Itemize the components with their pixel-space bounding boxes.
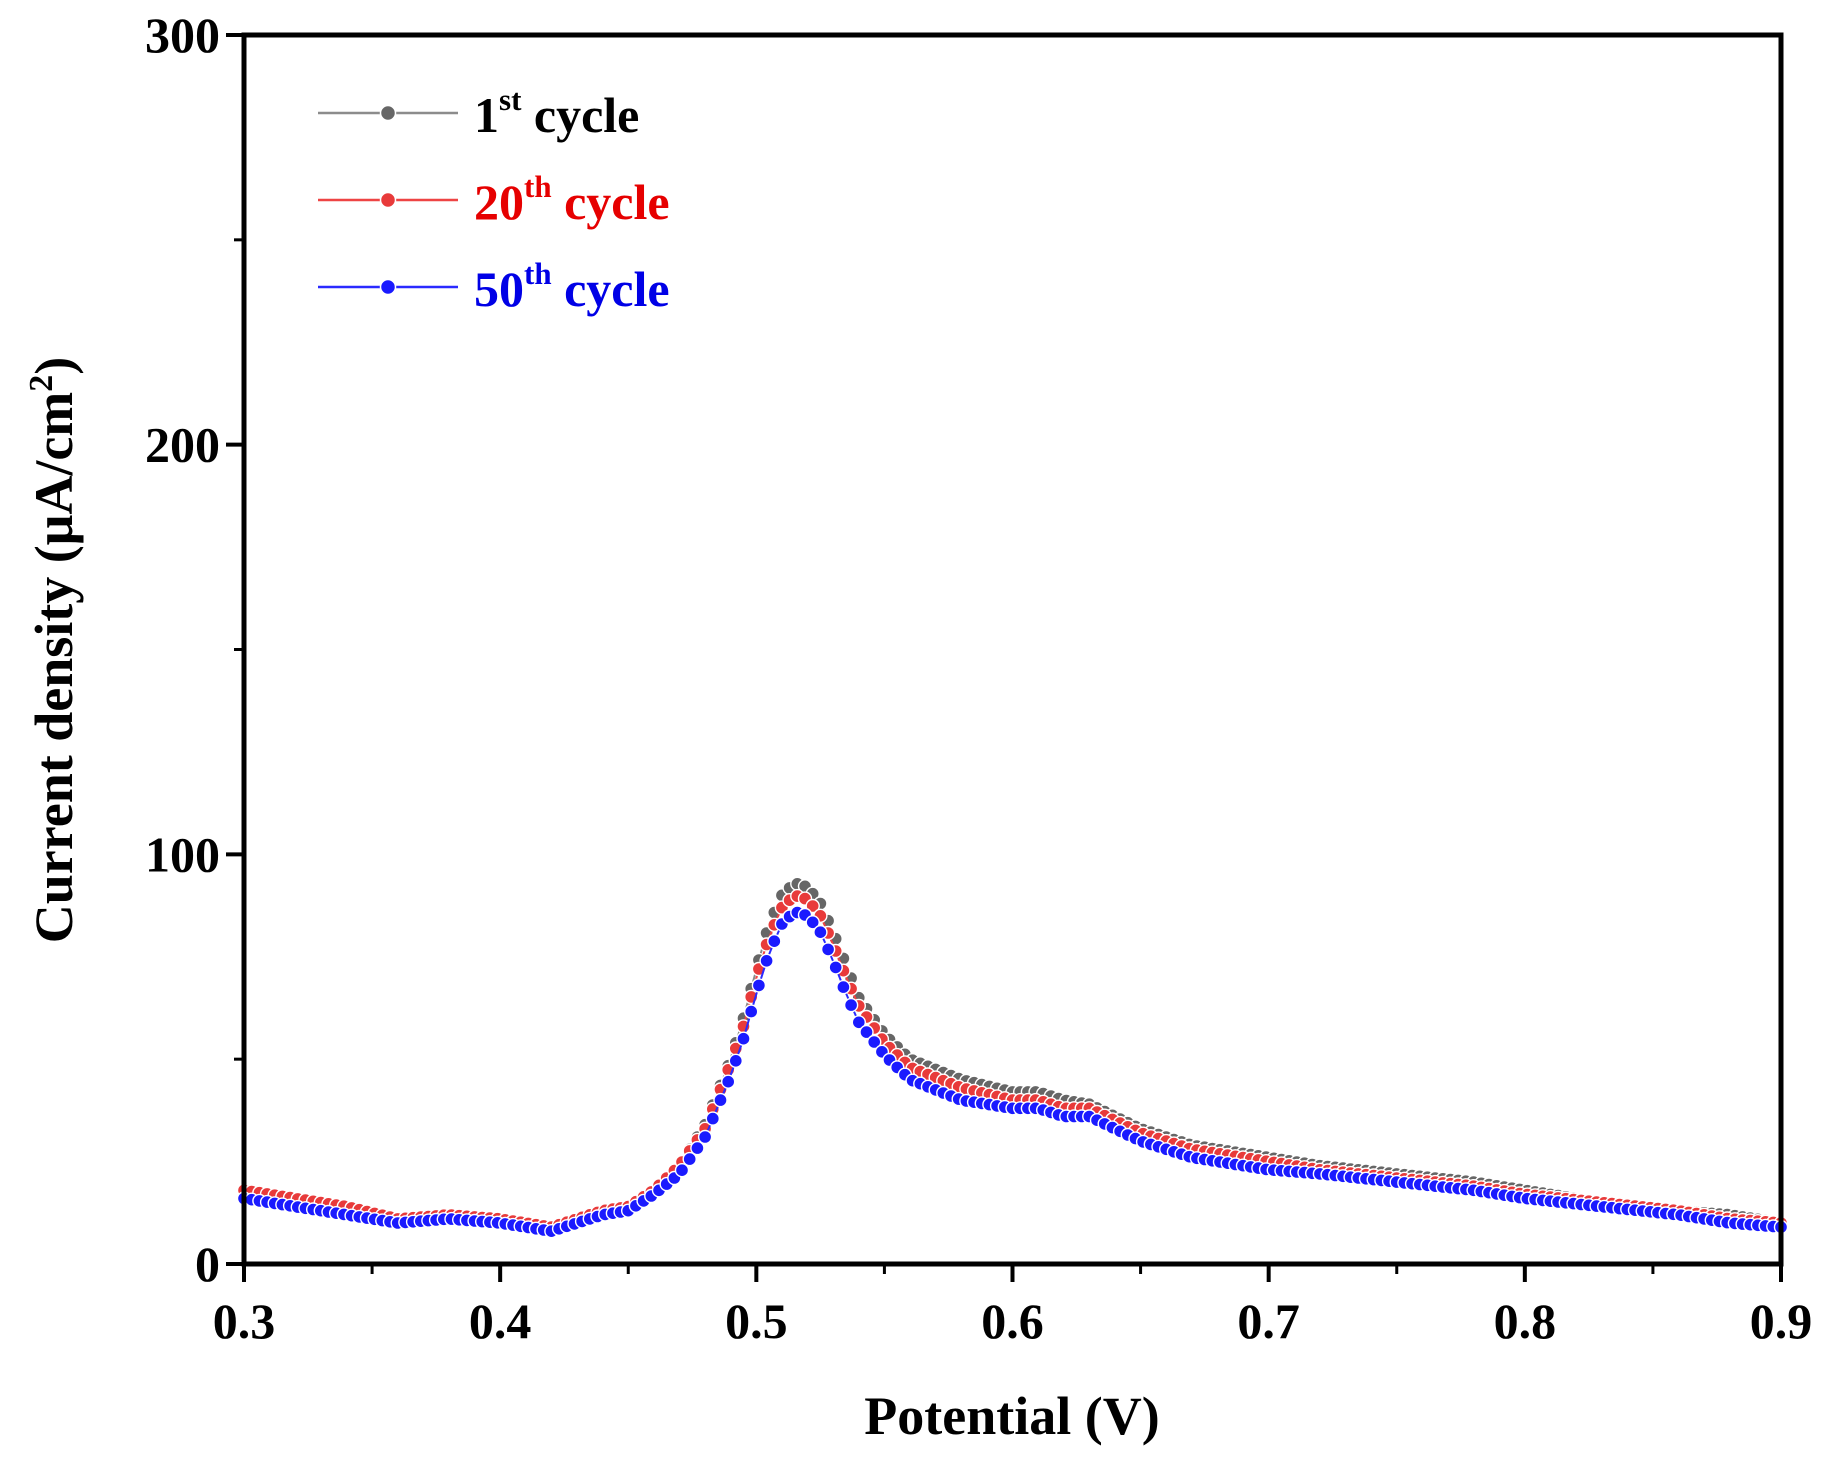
data-point	[843, 997, 859, 1013]
legend-marker	[379, 191, 397, 209]
y-axis-label-close: )	[24, 357, 84, 375]
data-point	[674, 1162, 690, 1178]
series-line	[243, 895, 1782, 1229]
y-tick-label: 0	[195, 1236, 220, 1292]
data-point	[859, 1024, 874, 1040]
x-tick-label: 0.4	[469, 1293, 532, 1349]
x-tick-label: 0.5	[725, 1293, 788, 1349]
data-point	[805, 915, 820, 930]
y-axis-label-superscript: 2	[23, 375, 60, 392]
legend-label: 1st cycle	[474, 82, 639, 143]
plot-area	[236, 876, 1789, 1239]
data-point	[813, 925, 828, 940]
series-line	[243, 882, 1782, 1229]
legend-label-suffix: cycle	[552, 174, 670, 230]
data-point	[836, 979, 851, 995]
x-tick-label: 0.9	[1750, 1293, 1813, 1349]
data-point	[867, 1034, 882, 1050]
data-point	[682, 1151, 697, 1167]
legend-label-superscript: st	[499, 82, 522, 117]
data-point	[736, 1031, 751, 1046]
data-point	[690, 1140, 705, 1156]
series-2	[236, 888, 1789, 1235]
data-point	[713, 1092, 728, 1108]
legend-label: 50th cycle	[474, 256, 670, 317]
x-tick-label: 0.8	[1494, 1293, 1557, 1349]
legend-label-suffix: cycle	[521, 87, 639, 143]
legend-item: 20th cycle	[318, 169, 670, 230]
legend-label-superscript: th	[524, 256, 552, 291]
y-tick-label: 100	[145, 826, 220, 882]
legend-label-number: 50	[474, 261, 524, 317]
y-axis-label-main: Current density (μA/cm	[24, 392, 84, 944]
legend-item: 50th cycle	[318, 256, 670, 317]
legend-marker	[379, 104, 397, 122]
data-point	[697, 1129, 713, 1145]
data-point	[820, 942, 836, 957]
legend-label-suffix: cycle	[552, 261, 670, 317]
series-line	[243, 911, 1782, 1233]
data-point	[744, 1004, 759, 1019]
data-point	[721, 1074, 736, 1089]
data-point	[828, 960, 843, 975]
data-point	[851, 1015, 866, 1030]
legend-label-number: 20	[474, 174, 524, 230]
x-tick-label: 0.3	[213, 1293, 276, 1349]
legend-marker	[379, 278, 397, 296]
data-point	[728, 1053, 743, 1069]
data-point	[759, 953, 774, 968]
y-axis-label: Current density (μA/cm2)	[23, 357, 84, 944]
data-point	[751, 978, 767, 993]
legend-label-superscript: th	[524, 169, 552, 204]
y-tick-label: 300	[145, 7, 220, 63]
x-axis-label: Potential (V)	[864, 1386, 1159, 1446]
legend-item: 1st cycle	[318, 82, 639, 143]
y-tick-label: 200	[145, 417, 220, 473]
series-3	[236, 905, 1789, 1239]
series-1	[236, 876, 1789, 1235]
data-point	[805, 898, 820, 914]
axes: 0.3 0.4 0.5 0.6 0.7 0.8 0.9 0 100 200 300	[145, 7, 1812, 1349]
legend-label-number: 1	[474, 87, 499, 143]
data-point	[705, 1111, 720, 1126]
legend-label: 20th cycle	[474, 169, 670, 230]
data-point	[767, 934, 782, 949]
x-tick-label: 0.7	[1237, 1293, 1300, 1349]
x-tick-label: 0.6	[981, 1293, 1044, 1349]
